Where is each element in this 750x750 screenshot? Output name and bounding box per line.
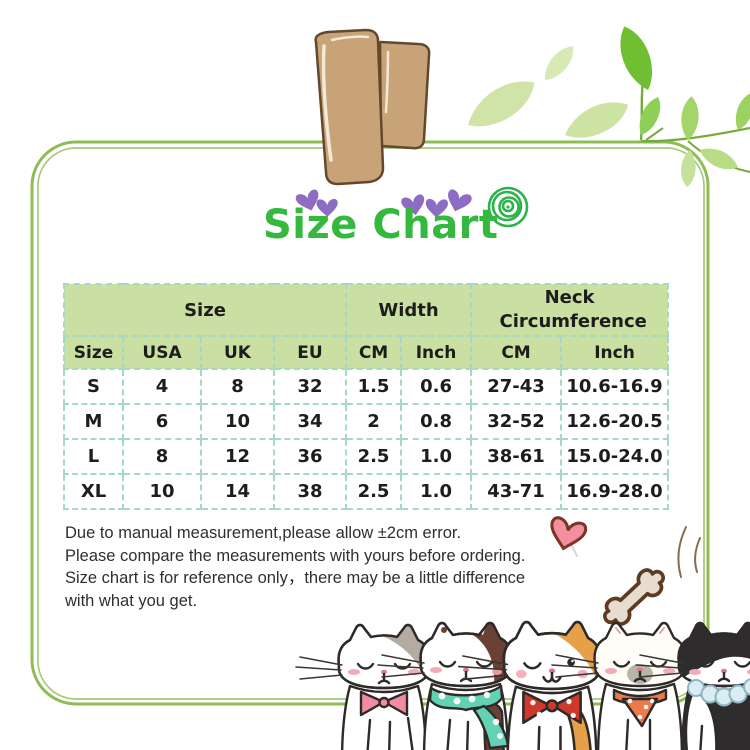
table-cell: 2.5 [345, 438, 403, 475]
table-cell: 6 [122, 403, 202, 440]
spiral-icon [487, 186, 529, 228]
table-cell: 16.9-28.0 [560, 473, 670, 510]
cat-3 [457, 620, 647, 750]
doodle-group [545, 514, 701, 626]
cat-1 [295, 623, 473, 750]
col-header: Inch [560, 335, 670, 370]
col-header: CM [345, 335, 403, 370]
col-header: UK [200, 335, 275, 370]
table-cell: 36 [272, 438, 348, 475]
table-cell: 8 [122, 438, 202, 475]
table-cell: 32 [272, 368, 348, 405]
size-chart-table: Size Width Neck Circumference Size USA U… [62, 283, 670, 510]
table-cell: 27-43 [470, 368, 563, 405]
table-cell: 12 [200, 438, 275, 475]
table-cell: 2 [345, 403, 403, 440]
cats-illustration [295, 620, 750, 750]
disclaimer: Due to manual measurement,please allow ±… [65, 522, 605, 612]
col-header: CM [470, 335, 563, 370]
group-header-neck-label: Neck Circumference [499, 286, 647, 332]
group-header-neck: Neck Circumference [470, 283, 670, 337]
disclaimer-line: with what you get. [65, 591, 198, 610]
table-row: S 4 8 32 1.5 0.6 27-43 10.6-16.9 [63, 368, 670, 405]
table-cell: 10 [200, 403, 275, 440]
table-row: M 6 10 34 2 0.8 32-52 12.6-20.5 [63, 403, 670, 440]
table-cell: 15.0-24.0 [560, 438, 670, 475]
table-cell: 8 [200, 368, 275, 405]
table-cell: 0.8 [400, 403, 473, 440]
table-cell: L [63, 438, 124, 475]
table-cell: 0.6 [400, 368, 473, 405]
table-cell: 43-71 [470, 473, 563, 510]
disclaimer-line: Please compare the measurements with you… [65, 546, 526, 565]
col-header: USA [122, 335, 202, 370]
table-cell: 1.0 [400, 473, 473, 510]
group-header-row: Size Width Neck Circumference [62, 283, 670, 337]
table-row: XL 10 14 38 2.5 1.0 43-71 16.9-28.0 [63, 473, 670, 510]
table-cell: 1.0 [400, 438, 473, 475]
table-cell: M [63, 403, 124, 440]
table-cell: 1.5 [345, 368, 403, 405]
disclaimer-line: Size chart is for reference only，there m… [65, 569, 526, 587]
group-header-size: Size [62, 283, 348, 337]
col-header: EU [272, 335, 348, 370]
table-cell: 4 [122, 368, 202, 405]
table-cell: 10 [122, 473, 202, 510]
col-header: Inch [400, 335, 473, 370]
group-header-width: Width [345, 283, 473, 337]
cat-4 [551, 621, 729, 750]
cat-5 [635, 621, 750, 750]
table-cell: 12.6-20.5 [560, 403, 670, 440]
wooden-clip [314, 28, 431, 186]
page-title: Size Chart [263, 202, 499, 248]
bone-icon [603, 568, 665, 626]
table-cell: 2.5 [345, 473, 403, 510]
table-cell: 14 [200, 473, 275, 510]
disclaimer-line: Due to manual measurement,please allow ±… [65, 524, 462, 542]
cat-2 [377, 621, 555, 750]
table-cell: 34 [272, 403, 348, 440]
sub-header-row: Size USA UK EU CM Inch CM Inch [63, 335, 670, 370]
table-cell: 32-52 [470, 403, 563, 440]
table-cell: 38-61 [470, 438, 563, 475]
table-cell: S [63, 368, 124, 405]
table-cell: 38 [272, 473, 348, 510]
table-cell: 10.6-16.9 [560, 368, 670, 405]
col-header: Size [63, 335, 124, 370]
leaves-decoration [459, 22, 750, 189]
table-cell: XL [63, 473, 124, 510]
motion-lines [677, 526, 701, 578]
table-row: L 8 12 36 2.5 1.0 38-61 15.0-24.0 [63, 438, 670, 475]
